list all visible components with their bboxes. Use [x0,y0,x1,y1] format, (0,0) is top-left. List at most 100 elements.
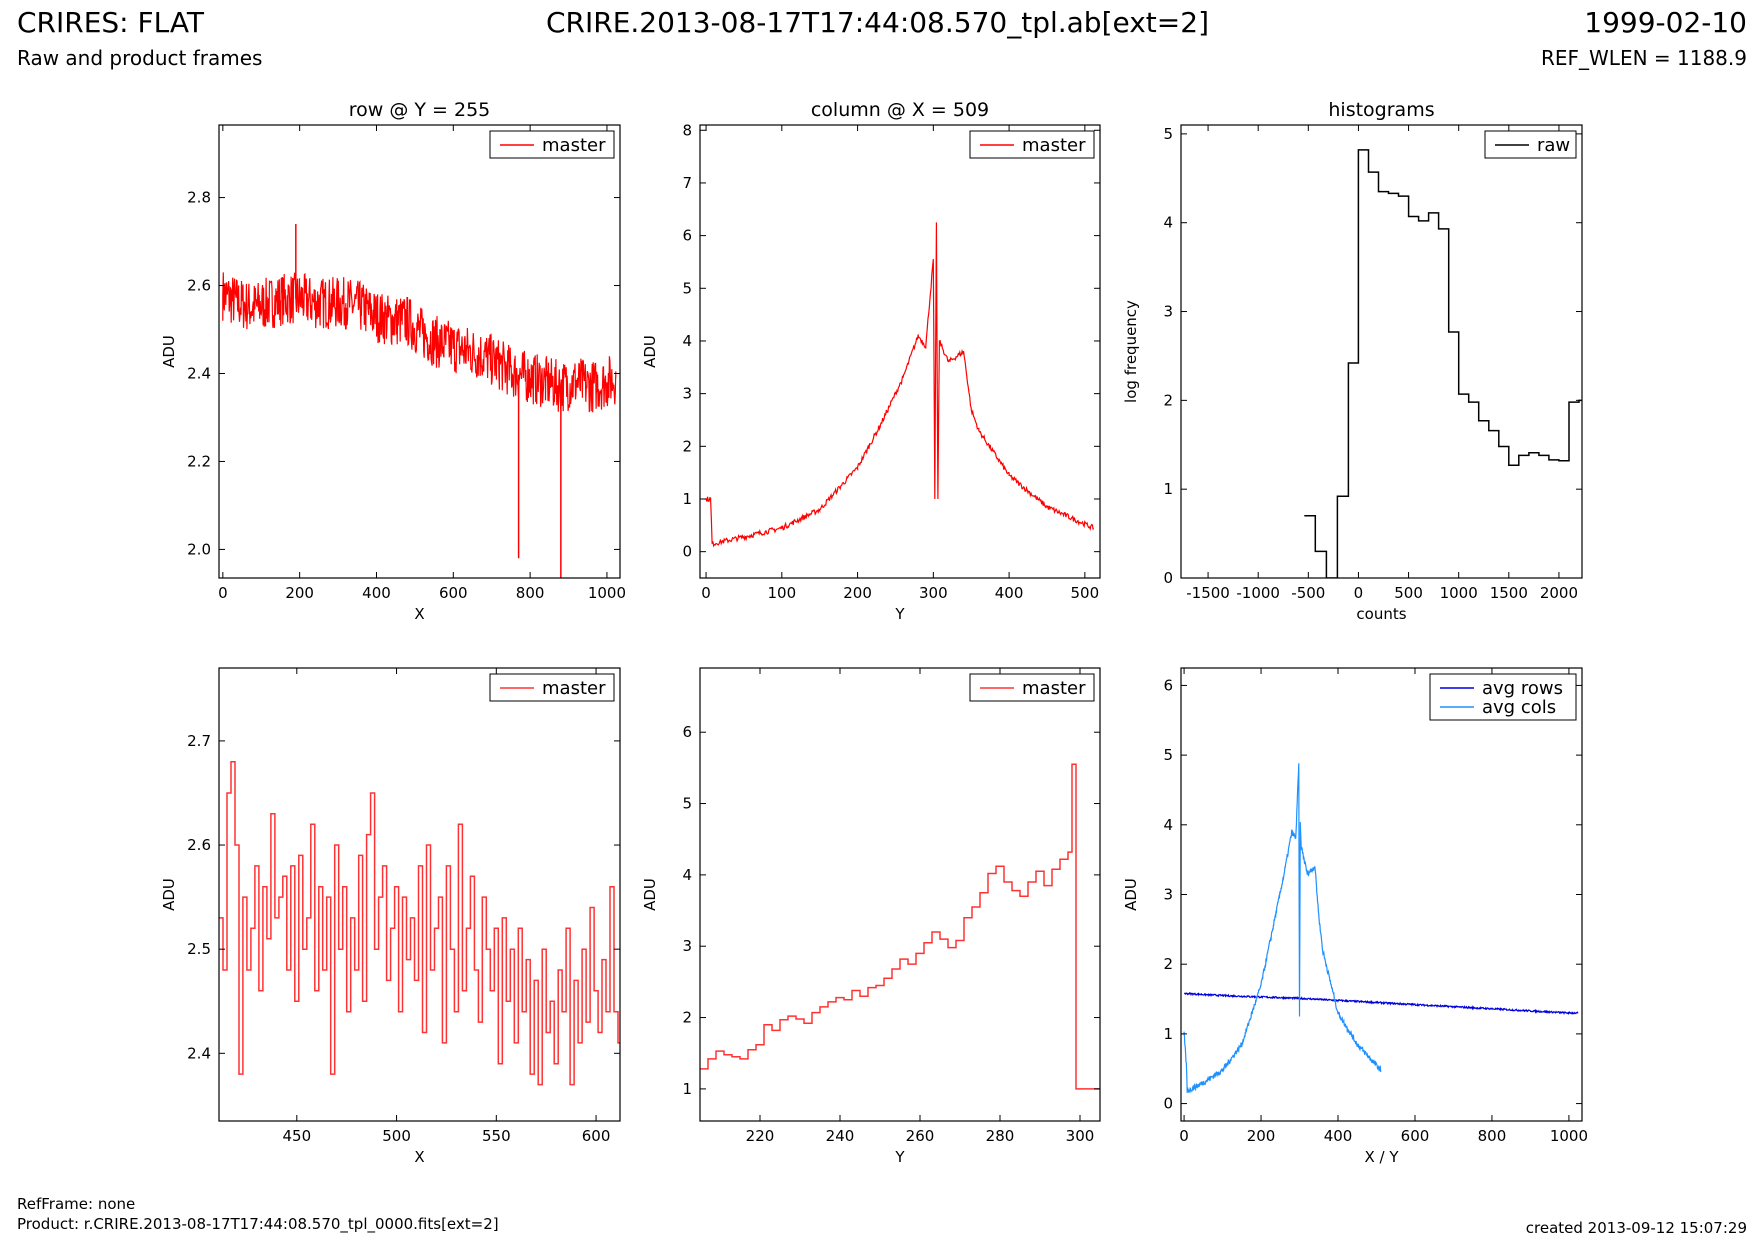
x-tick-label-col_zoom-3: 280 [986,1127,1015,1145]
x-tick-label-hist-4: 500 [1394,584,1423,602]
x-tick-label-row-5: 1000 [588,584,626,602]
x-tick-label-hist-5: 1000 [1440,584,1478,602]
axes-frame-column [699,124,1101,579]
y-tick-label-row-1: 2.2 [187,452,211,470]
y-axis-label-column: ADU [641,335,659,368]
product-note: Product: r.CRIRE.2013-08-17T17:44:08.570… [17,1215,499,1233]
y-axis-label-row_zoom: ADU [160,878,178,911]
y-tick-label-column-8: 8 [682,121,692,139]
legend-label-hist-0: raw [1537,135,1570,156]
x-axis-label-col_zoom: Y [894,1148,905,1166]
y-tick-label-column-0: 0 [682,543,692,561]
series-line-col_zoom-0 [700,763,1100,1090]
refframe-note: RefFrame: none [17,1195,136,1213]
x-tick-label-avg-1: 200 [1247,1127,1276,1145]
y-tick-label-hist-0: 0 [1163,569,1173,587]
x-tick-label-hist-3: 0 [1354,584,1364,602]
y-tick-label-row-4: 2.8 [187,189,211,207]
y-tick-label-column-3: 3 [682,385,692,403]
legend-label-avg-0: avg rows [1482,678,1563,699]
legend-label-avg-1: avg cols [1482,697,1556,718]
y-tick-label-avg-4: 4 [1163,816,1173,834]
y-tick-label-column-5: 5 [682,279,692,297]
y-tick-label-hist-5: 5 [1163,125,1173,143]
observation-date: 1999-02-10 [1584,6,1747,39]
x-tick-label-avg-4: 800 [1478,1127,1507,1145]
y-axis-label-avg: ADU [1122,878,1140,911]
y-tick-label-avg-5: 5 [1163,746,1173,764]
y-tick-label-avg-0: 0 [1163,1095,1173,1113]
axes-frame-col_zoom [699,667,1101,1122]
x-tick-label-row_zoom-1: 500 [382,1127,411,1145]
x-tick-label-col_zoom-2: 260 [906,1127,935,1145]
y-tick-label-hist-1: 1 [1163,480,1173,498]
legend-label-column-0: master [1022,135,1086,156]
y-tick-label-hist-3: 3 [1163,303,1173,321]
x-tick-label-avg-0: 0 [1179,1127,1189,1145]
y-tick-label-column-6: 6 [682,227,692,245]
x-tick-label-row_zoom-2: 550 [482,1127,511,1145]
x-tick-label-row_zoom-3: 600 [582,1127,611,1145]
legend-label-col_zoom-0: master [1022,678,1086,699]
chart-title-hist: histograms [1328,99,1434,121]
y-axis-label-row: ADU [160,335,178,368]
y-tick-label-col_zoom-4: 5 [682,795,692,813]
y-axis-label-col_zoom: ADU [641,878,659,911]
axes-frame-hist [1180,124,1583,579]
x-axis-label-column: Y [894,605,905,623]
x-tick-label-row-0: 0 [218,584,228,602]
created-timestamp: created 2013-09-12 15:07:29 [1525,1219,1747,1237]
x-tick-label-column-5: 500 [1071,584,1100,602]
chart-title-row: row @ Y = 255 [349,99,491,121]
x-axis-label-row_zoom: X [414,1148,424,1166]
y-tick-label-hist-2: 2 [1163,391,1173,409]
series-line-row-0 [222,272,617,413]
y-tick-label-row-0: 2.0 [187,540,211,558]
ref-wlen: REF_WLEN = 1188.9 [1540,46,1747,70]
x-tick-label-column-2: 200 [843,584,872,602]
legend-label-row-0: master [542,135,606,156]
legend-box-avg [1429,673,1577,721]
page-title: CRIRES: FLAT [17,6,204,39]
series-line-column-0 [705,222,1094,548]
x-tick-label-row-4: 800 [516,584,545,602]
x-tick-label-hist-2: -500 [1291,584,1325,602]
series-line-hist-0 [1304,149,1582,578]
y-tick-label-hist-4: 4 [1163,214,1173,232]
axes-frame-row_zoom [218,667,621,1122]
x-axis-label-hist: counts [1356,605,1406,623]
x-tick-label-col_zoom-4: 300 [1066,1127,1095,1145]
y-axis-label-hist: log frequency [1122,300,1140,403]
y-tick-label-column-1: 1 [682,490,692,508]
series-line-row_zoom-0 [219,760,620,1086]
axes-frame-avg [1180,667,1583,1122]
x-tick-label-avg-5: 1000 [1550,1127,1588,1145]
y-tick-label-row-3: 2.6 [187,277,211,295]
y-tick-label-row_zoom-1: 2.5 [187,940,211,958]
x-tick-label-avg-2: 400 [1324,1127,1353,1145]
x-tick-label-hist-0: -1500 [1186,584,1230,602]
page-subtitle: Raw and product frames [17,46,263,70]
y-tick-label-column-7: 7 [682,174,692,192]
y-tick-label-avg-1: 1 [1163,1025,1173,1043]
y-tick-label-avg-2: 2 [1163,955,1173,973]
x-axis-label-row: X [414,605,424,623]
x-tick-label-hist-1: -1000 [1236,584,1280,602]
axes-frame-row [218,124,621,579]
x-tick-label-column-1: 100 [767,584,796,602]
y-tick-label-col_zoom-3: 4 [682,866,692,884]
x-tick-label-column-3: 300 [919,584,948,602]
x-tick-label-row-2: 400 [362,584,391,602]
x-tick-label-row-3: 600 [439,584,468,602]
y-tick-label-avg-3: 3 [1163,886,1173,904]
x-tick-label-hist-7: 2000 [1540,584,1578,602]
y-tick-label-column-4: 4 [682,332,692,350]
y-tick-label-avg-6: 6 [1163,676,1173,694]
y-tick-label-col_zoom-1: 2 [682,1009,692,1027]
legend-box-col_zoom [969,673,1095,702]
y-tick-label-col_zoom-5: 6 [682,723,692,741]
x-tick-label-column-4: 400 [995,584,1024,602]
series-line-avg-1 [1183,763,1382,1094]
file-name: CRIRE.2013-08-17T17:44:08.570_tpl.ab[ext… [545,6,1209,39]
series-line-avg-0 [1183,991,1579,1016]
